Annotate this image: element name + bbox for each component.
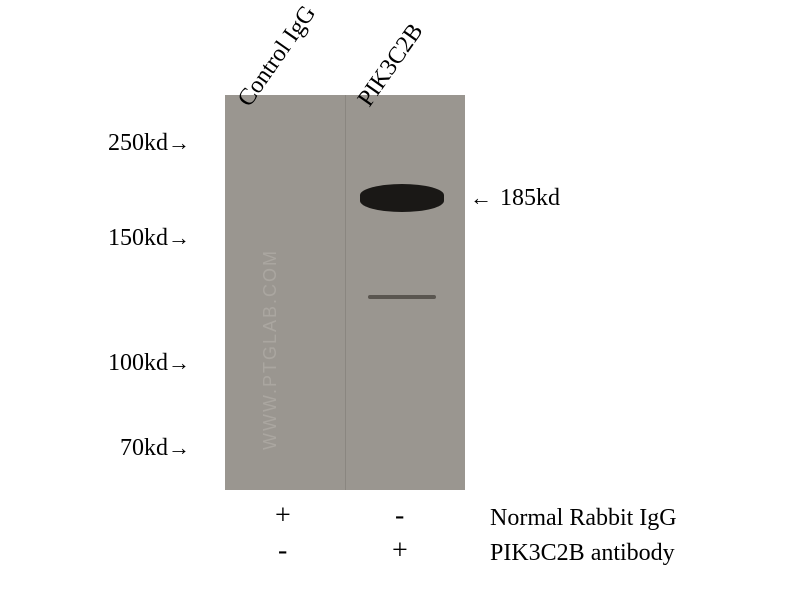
marker-70kd: 70kd→: [120, 435, 190, 462]
main-band-185kd: [360, 184, 444, 212]
lane-divider: [345, 95, 346, 490]
blot-figure: WWW.PTGLAB.COM 250kd→ 150kd→ 100kd→ 70kd…: [0, 0, 800, 600]
row2-lane1: -: [278, 535, 287, 567]
row1-lane1: +: [275, 500, 291, 532]
marker-250kd: 250kd→: [108, 130, 190, 157]
watermark: WWW.PTGLAB.COM: [260, 249, 281, 450]
row2-label: PIK3C2B antibody: [490, 540, 675, 567]
band-label-185kd: 185kd: [500, 185, 560, 212]
marker-100kd: 100kd→: [108, 350, 190, 377]
row2-lane2: +: [392, 535, 408, 567]
marker-150kd: 150kd→: [108, 225, 190, 252]
row1-lane2: -: [395, 500, 404, 532]
secondary-band: [368, 295, 436, 299]
row1-label: Normal Rabbit IgG: [490, 505, 677, 532]
band-arrow-icon: ←: [470, 185, 492, 211]
